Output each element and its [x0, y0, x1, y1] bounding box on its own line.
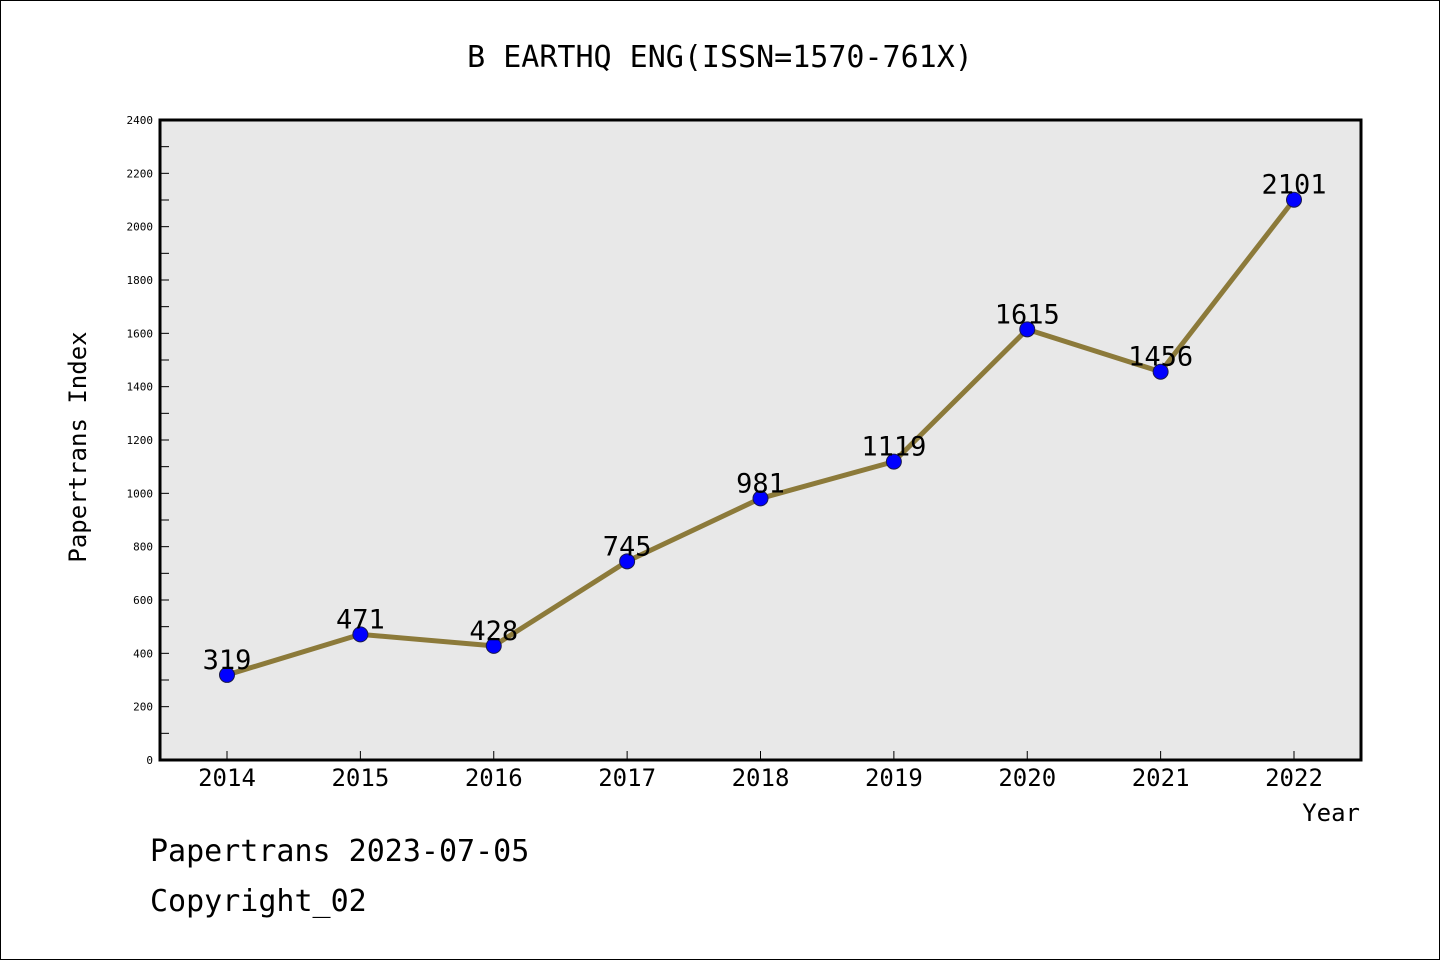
y-tick-label: 600	[133, 594, 153, 607]
y-tick-label: 1000	[127, 487, 154, 500]
data-point	[1286, 191, 1302, 208]
y-tick-label: 2000	[127, 221, 154, 234]
y-tick-label: 1800	[127, 274, 154, 287]
data-label: 428	[469, 616, 518, 647]
x-tick-label: 2014	[198, 764, 256, 792]
x-tick-label: 2018	[732, 764, 790, 792]
data-point	[1152, 363, 1169, 380]
y-tick-label: 0	[146, 754, 153, 767]
footer-date: Papertrans 2023-07-05	[150, 834, 530, 869]
x-tick-label: 2015	[331, 764, 389, 792]
y-tick-label: 400	[133, 647, 153, 660]
x-tick-label: 2022	[1265, 764, 1323, 792]
plot-area	[160, 120, 1361, 760]
y-tick-label: 1200	[127, 434, 154, 447]
data-label: 2101	[1261, 170, 1326, 201]
plot-border	[158, 118, 1363, 762]
data-label: 1119	[861, 432, 926, 463]
x-tick-label: 2016	[465, 764, 523, 792]
y-tick-label: 2200	[127, 167, 154, 180]
data-label: 981	[736, 468, 785, 499]
data-point	[352, 626, 369, 643]
chart-title: B EARTHQ ENG(ISSN=1570-761X)	[467, 40, 973, 75]
data-label: 1615	[995, 299, 1060, 330]
x-tick-label: 2017	[598, 764, 656, 792]
y-tick-label: 2400	[127, 114, 154, 127]
data-point	[219, 666, 235, 683]
data-label: 319	[203, 645, 252, 676]
y-axis-label: Papertrans Index	[64, 331, 92, 562]
data-label: 745	[603, 531, 652, 562]
x-tick-label: 2019	[865, 764, 923, 792]
data-label: 1456	[1128, 342, 1193, 373]
y-tick-label: 1400	[127, 381, 154, 394]
y-tick-label: 1600	[127, 327, 154, 340]
data-point	[619, 553, 636, 570]
y-tick-label: 800	[133, 541, 153, 554]
y-tick-label: 200	[133, 701, 153, 714]
data-point	[752, 490, 769, 507]
data-point	[485, 637, 502, 654]
x-axis-label: Year	[1302, 799, 1360, 827]
data-point	[885, 453, 902, 470]
footer-copyright: Copyright_02	[150, 884, 367, 919]
x-tick-label: 2021	[1132, 764, 1190, 792]
data-point	[1019, 321, 1036, 338]
data-label: 471	[336, 604, 385, 635]
x-tick-label: 2020	[998, 764, 1056, 792]
